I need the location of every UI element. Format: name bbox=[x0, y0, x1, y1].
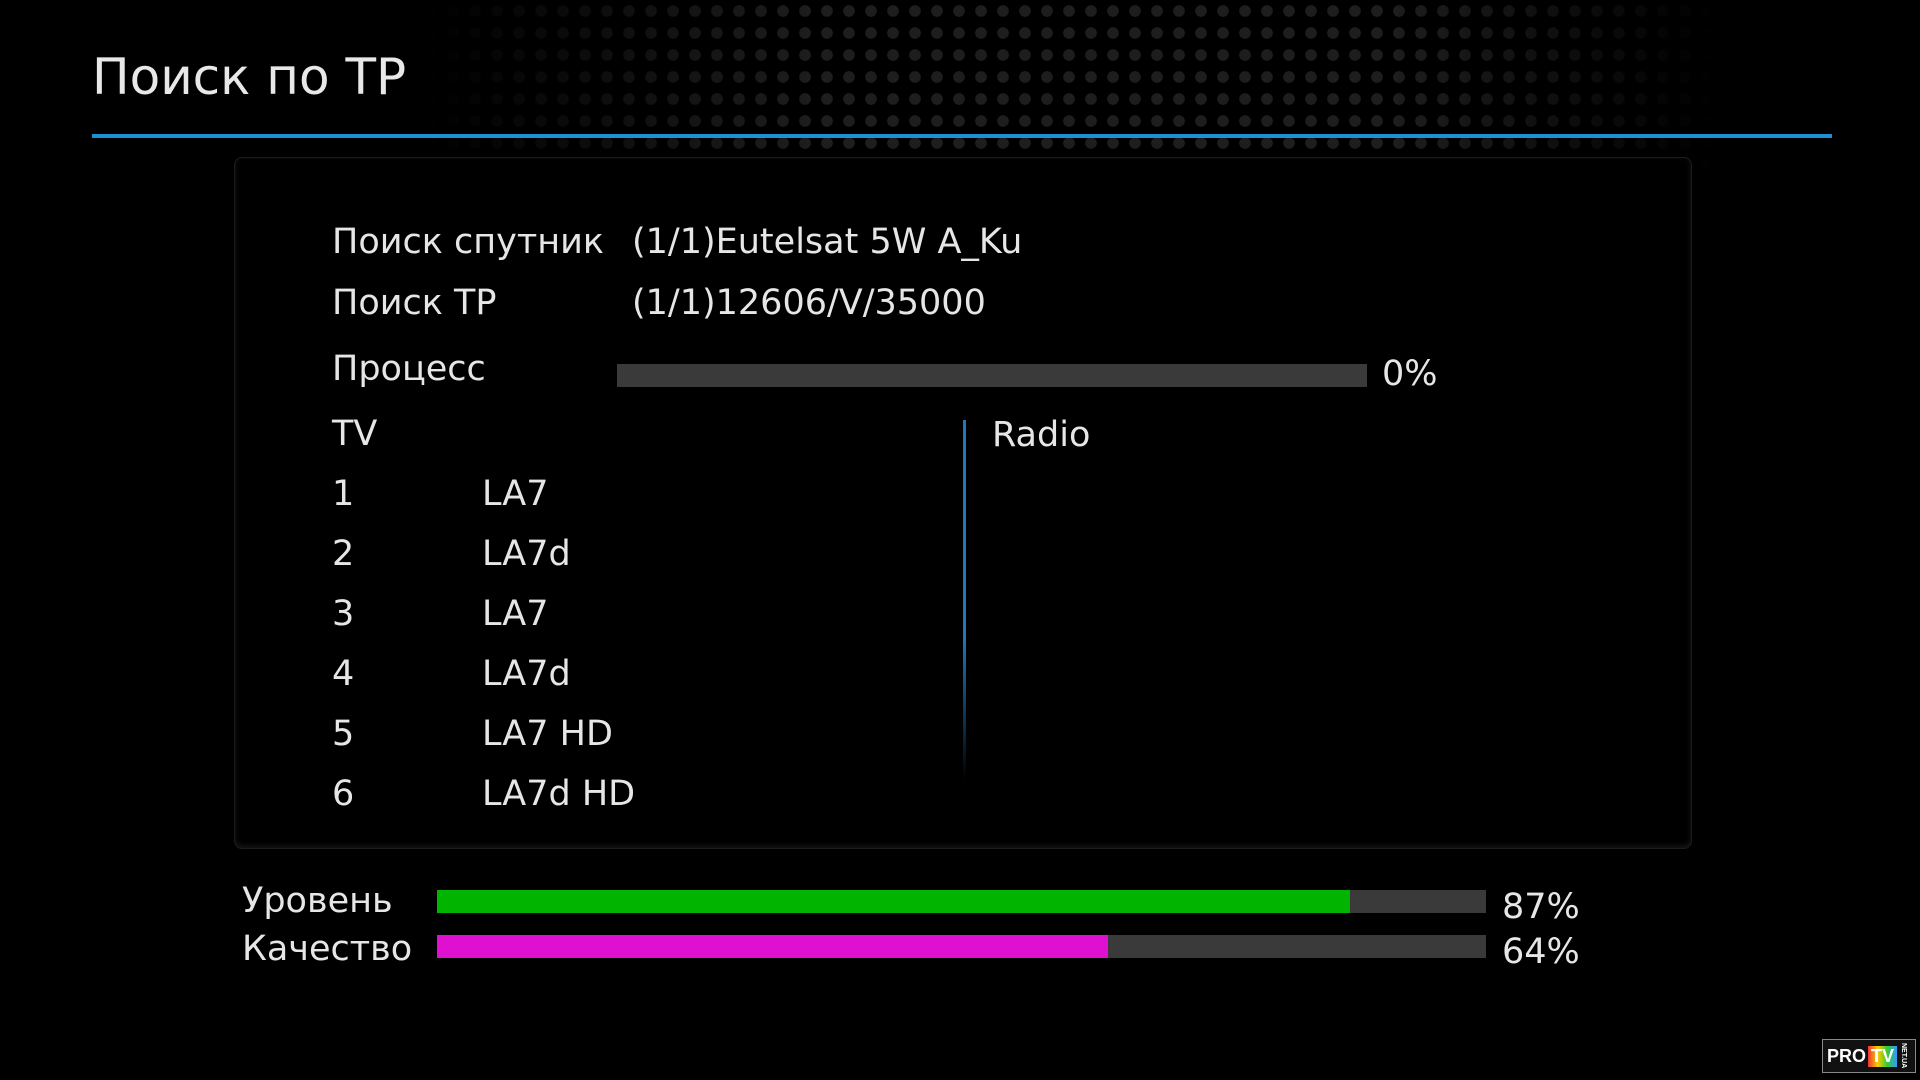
tp-value: (1/1)12606/V/35000 bbox=[632, 283, 986, 323]
channel-number: 4 bbox=[332, 654, 355, 694]
quality-label: Качество bbox=[242, 929, 413, 969]
channel-name: LA7 bbox=[482, 594, 549, 634]
channel-name: LA7 bbox=[482, 474, 549, 514]
process-percent: 0% bbox=[1382, 354, 1438, 394]
channel-number: 5 bbox=[332, 714, 355, 754]
satellite-value: (1/1)Eutelsat 5W A_Ku bbox=[632, 222, 1023, 262]
column-divider bbox=[963, 420, 966, 780]
process-progress-bar bbox=[617, 364, 1367, 387]
level-bar bbox=[437, 890, 1486, 913]
satellite-label: Поиск спутник bbox=[332, 222, 604, 262]
page-title: Поиск по ТР bbox=[92, 48, 407, 106]
tp-label: Поиск ТР bbox=[332, 283, 497, 323]
channel-name: LA7d bbox=[482, 654, 571, 694]
channel-number: 1 bbox=[332, 474, 355, 514]
tv-header: TV bbox=[332, 414, 378, 454]
channel-name: LA7 HD bbox=[482, 714, 613, 754]
radio-header: Radio bbox=[992, 415, 1091, 455]
background-pattern bbox=[420, 0, 1720, 170]
channel-name: LA7d HD bbox=[482, 774, 636, 814]
channel-name: LA7d bbox=[482, 534, 571, 574]
quality-bar-fill bbox=[437, 935, 1109, 958]
quality-bar bbox=[437, 935, 1486, 958]
channel-number: 2 bbox=[332, 534, 355, 574]
level-label: Уровень bbox=[242, 881, 393, 921]
title-divider bbox=[92, 134, 1832, 138]
protv-logo: PRO TV NET.UA bbox=[1822, 1039, 1916, 1073]
channel-number: 6 bbox=[332, 774, 355, 814]
level-percent: 87% bbox=[1502, 887, 1580, 927]
level-bar-fill bbox=[437, 890, 1350, 913]
channel-number: 3 bbox=[332, 594, 355, 634]
quality-percent: 64% bbox=[1502, 932, 1580, 972]
process-label: Процесс bbox=[332, 349, 486, 389]
